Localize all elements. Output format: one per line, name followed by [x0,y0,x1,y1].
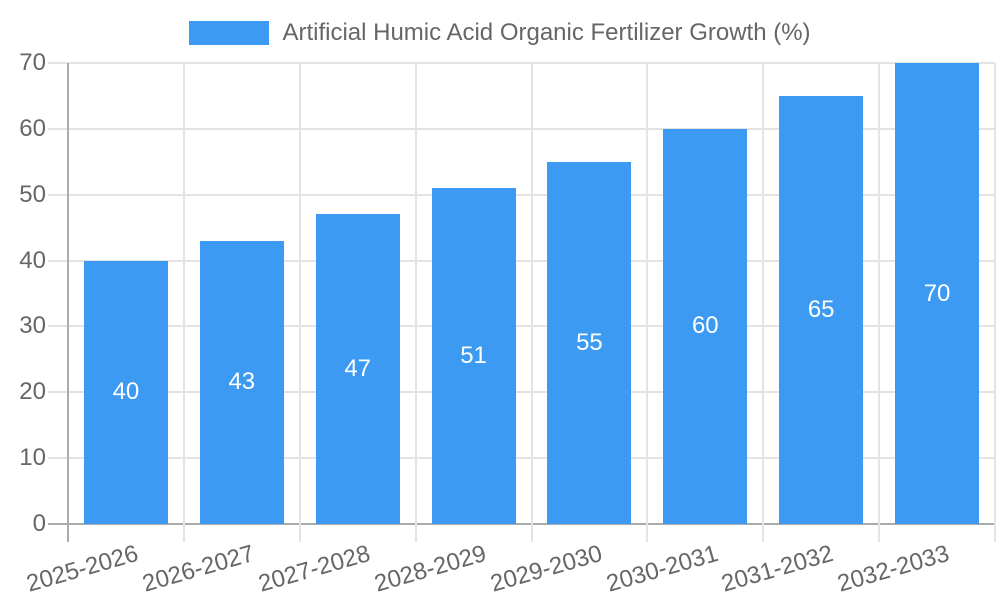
y-tick-label: 60 [19,114,46,142]
y-tick-label: 40 [19,246,46,274]
x-tick-label: 2030-2031 [602,540,721,598]
bar[interactable] [779,95,864,524]
y-tick-label: 30 [19,312,46,340]
x-tick-mark [994,524,996,542]
bar[interactable] [547,161,632,524]
x-tick-mark [762,524,765,542]
legend-label: Artificial Humic Acid Organic Fertilizer… [282,19,811,46]
x-tick-mark [646,524,649,542]
x-tick-label: 2027-2028 [255,540,374,598]
y-tick-mark [48,523,68,525]
bar[interactable] [895,63,980,524]
bar[interactable] [315,214,400,524]
x-tick-mark [182,524,185,542]
y-tick-mark [48,457,68,460]
y-tick-label: 70 [19,49,46,76]
bar[interactable] [83,260,168,524]
gridline-vertical [994,63,996,524]
legend-item[interactable]: Artificial Humic Acid Organic Fertilizer… [0,21,1000,45]
y-tick-mark [48,127,68,130]
y-tick-mark [48,259,68,262]
y-tick-label: 50 [19,180,46,208]
y-tick-label: 20 [19,378,46,406]
x-tick-label: 2029-2030 [487,540,605,598]
x-tick-label: 2028-2029 [371,540,490,598]
y-tick-mark [48,193,68,196]
bar[interactable] [663,128,748,524]
y-tick-mark [48,62,68,64]
legend-swatch [189,21,270,45]
gridline-vertical [646,63,649,524]
x-tick-mark [67,524,69,542]
y-tick-mark [48,325,68,328]
x-tick-mark [298,524,301,542]
y-tick-mark [48,391,68,394]
bar[interactable] [431,188,516,524]
gridline-vertical [298,63,301,524]
bar[interactable] [199,240,284,524]
x-tick-label: 2025-2026 [23,540,142,598]
gridline-vertical [762,63,765,524]
x-tick-label: 2031-2032 [718,540,837,598]
gridline-vertical [530,63,533,524]
gridline-vertical [878,63,881,524]
y-tick-label: 10 [19,444,46,472]
gridline-vertical [414,63,417,524]
x-tick-mark [414,524,417,542]
x-tick-mark [530,524,533,542]
x-tick-label: 2026-2027 [139,540,258,598]
gridline-vertical [182,63,185,524]
x-tick-label: 2032-2033 [834,540,953,598]
x-tick-mark [878,524,881,542]
y-axis-line [67,63,69,524]
y-tick-label: 0 [32,510,46,537]
